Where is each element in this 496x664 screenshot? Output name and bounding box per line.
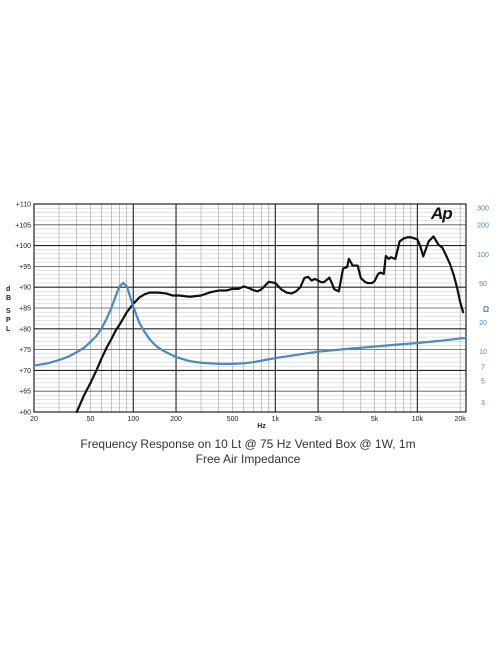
- x-tick-label: 20k: [454, 416, 466, 423]
- x-tick-label: 1k: [272, 416, 280, 423]
- y-axis-label-char: d: [6, 286, 10, 293]
- y-tick-label: +75: [19, 347, 31, 354]
- x-tick-label: 500: [227, 416, 239, 423]
- y2-tick-label: 50: [479, 281, 487, 288]
- y2-tick-label: 7: [481, 364, 485, 371]
- ticks-layer: +60 +65 +70 +75 +80 +85 +90 +95 +100 +105 +110 20 50…: [15, 202, 489, 424]
- x-tick-label: 100: [127, 416, 139, 423]
- x-tick-label: 10k: [412, 416, 424, 423]
- y2-tick-label: 300: [477, 206, 489, 213]
- y-tick-label: +90: [19, 285, 31, 292]
- x-tick-label: 50: [87, 416, 95, 423]
- impedance-curve: [32, 281, 468, 367]
- y2-tick-label: 5: [481, 378, 485, 385]
- y2-tick-label: 200: [477, 223, 489, 230]
- x-axis-label: Hz: [257, 423, 266, 430]
- y-tick-label: +95: [19, 264, 31, 271]
- ap-logo: Ap: [430, 204, 452, 223]
- y-tick-label: +85: [19, 306, 31, 313]
- series-layer: [32, 235, 468, 414]
- y-tick-label: +80: [19, 326, 31, 333]
- y-tick-label: +100: [15, 243, 31, 250]
- chart-caption-line1: Frequency Response on 10 Lt @ 75 Hz Vent…: [80, 437, 416, 451]
- x-tick-label: 200: [170, 416, 182, 423]
- y2-tick-label: 100: [477, 252, 489, 259]
- y-tick-label: +110: [16, 202, 31, 209]
- x-tick-label: 5k: [371, 416, 379, 423]
- x-tick-label: 2k: [314, 416, 322, 423]
- y-tick-label: +70: [19, 368, 31, 375]
- y-axis-label-char: S: [6, 308, 11, 315]
- plot-frame: [33, 203, 467, 413]
- y-axis-label-char: L: [6, 326, 11, 333]
- y2-tick-label: 3: [481, 400, 485, 407]
- y-tick-label: +65: [19, 389, 31, 396]
- y-axis-label-char: P: [6, 317, 11, 324]
- y-tick-label: +105: [15, 222, 31, 229]
- x-tick-label: 20: [30, 416, 38, 423]
- minor-grid: [33, 203, 466, 413]
- y2-axis-label: Ω: [483, 305, 490, 314]
- y-axis-label-char: B: [6, 295, 11, 302]
- spl-curve: [75, 235, 465, 414]
- y2-tick-label: 10: [479, 349, 487, 356]
- y-tick-label: +60: [19, 410, 31, 417]
- chart-caption-line2: Free Air Impedance: [195, 452, 301, 466]
- y2-tick-label: 20: [479, 320, 487, 327]
